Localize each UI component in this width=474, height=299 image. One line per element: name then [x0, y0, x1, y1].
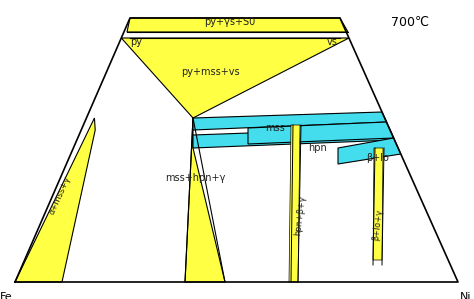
Text: py: py	[130, 37, 142, 47]
Text: β+lo: β+lo	[366, 153, 390, 163]
Text: α+mss+γ: α+mss+γ	[47, 174, 73, 216]
Polygon shape	[193, 112, 386, 130]
Text: Fe: Fe	[0, 292, 13, 299]
Polygon shape	[15, 118, 95, 282]
Text: hpn+β+γ: hpn+β+γ	[293, 194, 307, 236]
Polygon shape	[289, 125, 300, 282]
Polygon shape	[338, 138, 401, 164]
Polygon shape	[248, 122, 393, 144]
Text: hpn: hpn	[309, 143, 328, 153]
Polygon shape	[121, 38, 349, 118]
Text: py+mss+vs: py+mss+vs	[181, 67, 239, 77]
Polygon shape	[193, 128, 394, 148]
Polygon shape	[373, 148, 383, 260]
Text: py+γs+S0: py+γs+S0	[204, 17, 255, 27]
Text: vs: vs	[327, 37, 338, 47]
Text: Ni: Ni	[460, 292, 472, 299]
Polygon shape	[127, 18, 348, 32]
Text: 700℃: 700℃	[391, 16, 429, 28]
Text: mss: mss	[265, 123, 285, 133]
Text: mss+hpn+γ: mss+hpn+γ	[165, 173, 225, 183]
Text: β+lo+γ: β+lo+γ	[372, 209, 384, 241]
Polygon shape	[185, 118, 225, 282]
